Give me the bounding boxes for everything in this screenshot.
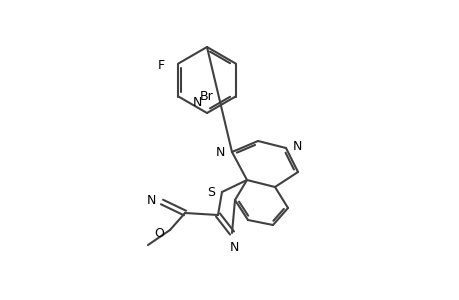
Text: N: N: [229, 241, 238, 254]
Text: N: N: [292, 140, 302, 152]
Text: O: O: [154, 227, 164, 241]
Text: N: N: [146, 194, 156, 206]
Text: F: F: [157, 59, 164, 72]
Text: Br: Br: [200, 90, 213, 103]
Text: N: N: [192, 96, 202, 109]
Text: S: S: [207, 185, 214, 199]
Text: N: N: [215, 146, 224, 158]
